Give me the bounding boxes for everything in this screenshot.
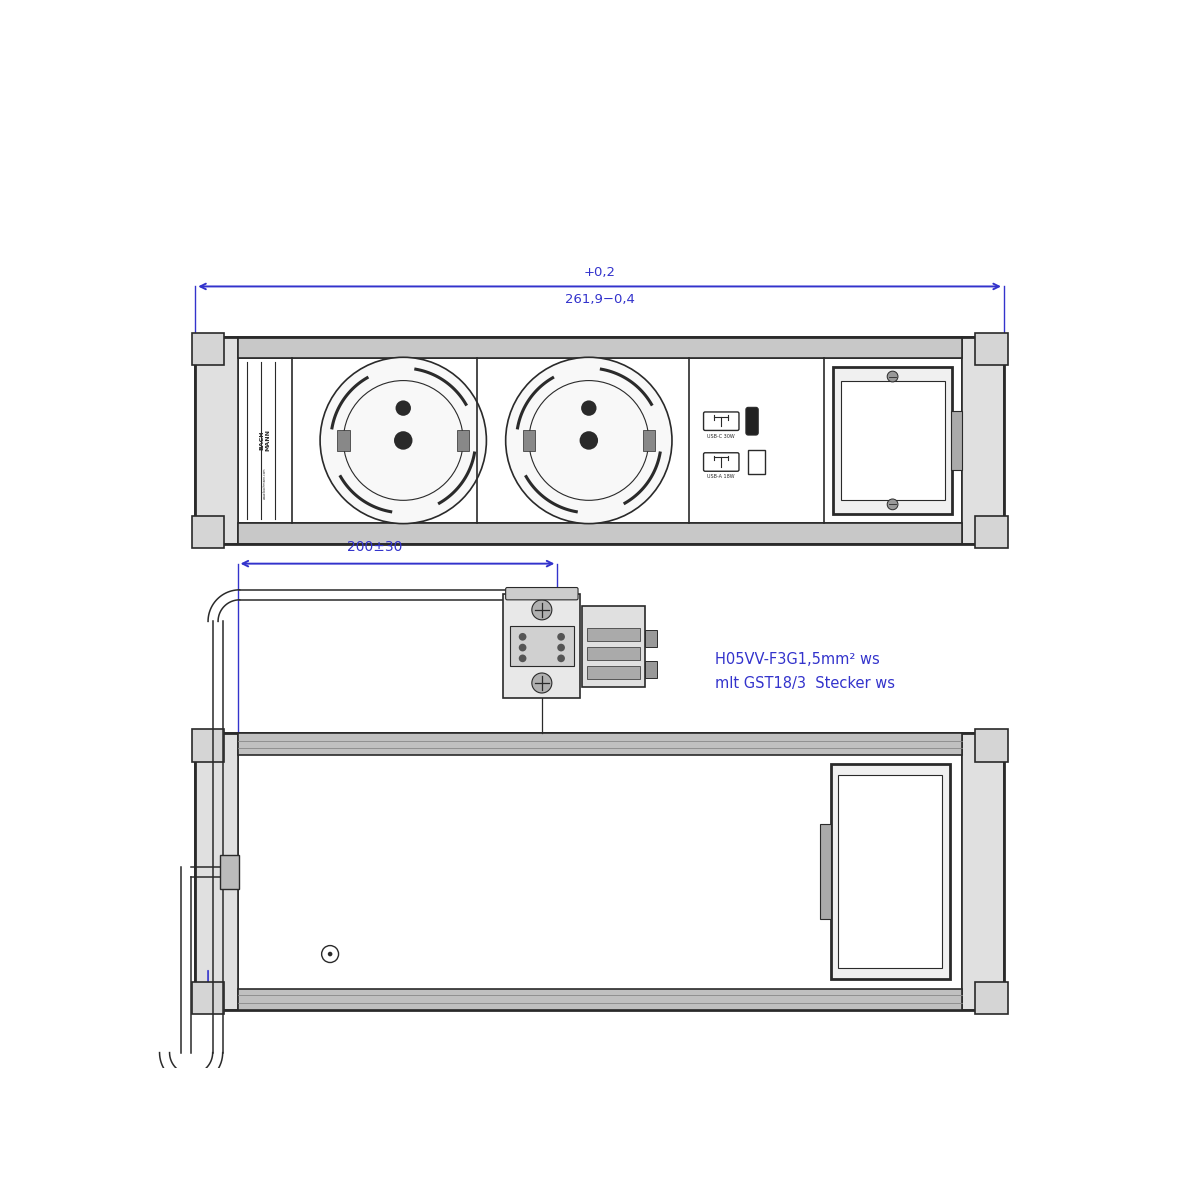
Bar xyxy=(841,382,944,499)
Circle shape xyxy=(505,358,672,523)
Bar xyxy=(587,647,641,660)
Bar xyxy=(961,733,1004,1010)
Circle shape xyxy=(580,431,598,450)
Bar xyxy=(238,733,961,755)
Bar xyxy=(950,412,961,469)
Circle shape xyxy=(394,431,413,450)
Bar xyxy=(976,516,1008,548)
Circle shape xyxy=(328,952,332,956)
Bar xyxy=(646,630,658,647)
Bar xyxy=(523,430,535,451)
Circle shape xyxy=(396,401,410,416)
Bar xyxy=(642,430,655,451)
Text: 261,9−0,4: 261,9−0,4 xyxy=(565,293,635,306)
Bar xyxy=(238,989,961,1010)
Bar xyxy=(192,982,224,1014)
Circle shape xyxy=(532,673,552,694)
FancyBboxPatch shape xyxy=(703,452,739,472)
Bar xyxy=(587,666,641,679)
Bar xyxy=(238,336,961,358)
Bar xyxy=(582,606,646,686)
Circle shape xyxy=(557,632,565,641)
Text: 200±30: 200±30 xyxy=(347,540,402,554)
Circle shape xyxy=(518,643,527,652)
Circle shape xyxy=(887,371,898,382)
Bar xyxy=(976,332,1008,365)
Bar xyxy=(961,336,1004,545)
FancyBboxPatch shape xyxy=(505,588,578,600)
Text: +0,2: +0,2 xyxy=(583,265,616,278)
Bar xyxy=(646,661,658,678)
Text: BACH
MANN: BACH MANN xyxy=(259,430,270,451)
Bar xyxy=(510,626,574,666)
Circle shape xyxy=(320,358,486,523)
Bar xyxy=(196,733,1004,1010)
FancyBboxPatch shape xyxy=(703,412,739,431)
Bar xyxy=(337,430,349,451)
Circle shape xyxy=(557,643,565,652)
Bar xyxy=(830,764,950,979)
FancyBboxPatch shape xyxy=(746,407,758,436)
Circle shape xyxy=(532,600,552,620)
Circle shape xyxy=(887,499,898,510)
Bar xyxy=(196,336,238,545)
Text: H05VV-F3G1,5mm² ws
mlt GST18/3  Stecker ws: H05VV-F3G1,5mm² ws mlt GST18/3 Stecker w… xyxy=(715,653,895,691)
Bar xyxy=(833,367,953,514)
Bar xyxy=(196,733,238,1010)
Bar xyxy=(457,430,469,451)
Text: www.bachmann.com: www.bachmann.com xyxy=(263,467,266,498)
Bar xyxy=(238,733,961,1010)
Bar xyxy=(192,516,224,548)
Bar xyxy=(192,332,224,365)
Bar xyxy=(238,523,961,545)
Bar xyxy=(749,450,766,474)
Circle shape xyxy=(518,632,527,641)
Bar xyxy=(192,730,224,762)
Bar xyxy=(196,336,1004,545)
Bar xyxy=(820,824,830,919)
Circle shape xyxy=(557,654,565,662)
Bar xyxy=(238,358,961,523)
Bar xyxy=(976,982,1008,1014)
Bar xyxy=(587,628,641,641)
Text: USB-C 30W: USB-C 30W xyxy=(707,433,736,438)
Bar xyxy=(220,854,239,888)
Bar xyxy=(976,730,1008,762)
Text: USB-A 18W: USB-A 18W xyxy=(708,474,736,479)
Circle shape xyxy=(581,401,596,416)
Bar xyxy=(503,594,581,698)
Circle shape xyxy=(518,654,527,662)
Bar xyxy=(839,775,942,968)
